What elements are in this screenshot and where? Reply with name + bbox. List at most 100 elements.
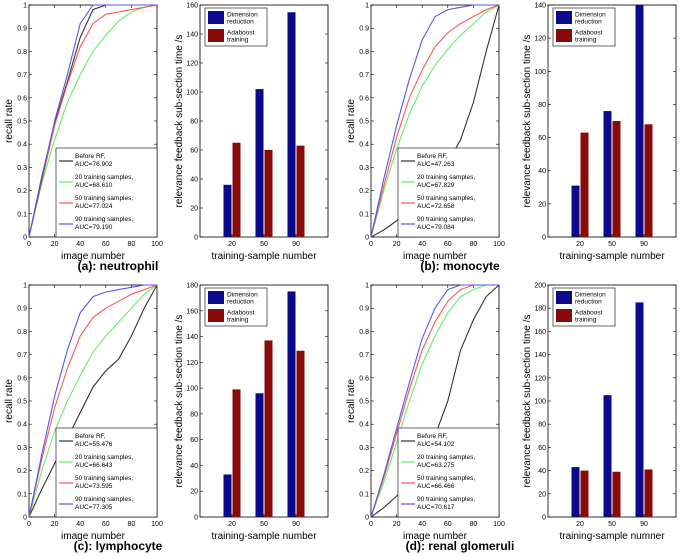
legend-auc: AUC=67.829 — [417, 182, 455, 189]
legend-label-line: training — [227, 317, 249, 324]
x-tick-label: 40 — [418, 241, 426, 248]
y-tick-label: 160 — [534, 329, 546, 336]
bar-chart-neutrophil: 0 20 40 60 80 100 120 140 160 20 50 90 training-samp… — [174, 3, 329, 262]
y-tick-label: 0.5 — [17, 119, 27, 126]
panel-caption: (c): lymphocyte — [74, 539, 163, 553]
x-axis-label: training-sample numner — [559, 531, 665, 542]
line-chart-renal-glomeruli: 0 0.1 0.2 0.3 0.4 0.5 0.6 0.7 0.8 0.9 1 0 20 40 60 80 10… — [346, 283, 514, 554]
x-tick-label: 0 — [369, 241, 373, 248]
legend-label: 90 training samples, — [417, 496, 475, 503]
y-tick-label: 80 — [190, 411, 198, 418]
legend-label-line: reduction — [227, 299, 254, 306]
bar-dimension-reduction-20 — [223, 184, 232, 237]
bar-adaboost-training-90 — [644, 469, 653, 517]
series-line-4 — [370, 4, 499, 238]
y-tick-label: 0.6 — [17, 375, 27, 382]
series-line-2 — [370, 4, 500, 238]
bar-dimension-reduction-20 — [571, 185, 580, 237]
bar-dimension-reduction-50 — [255, 89, 264, 237]
y-tick-label: 80 — [538, 102, 546, 109]
y-tick-label: 140 — [186, 32, 198, 39]
y-tick-label: 0.7 — [17, 72, 27, 79]
x-tick-label: 40 — [76, 521, 84, 528]
x-tick-label: 0 — [369, 521, 373, 528]
line-chart-lymphocyte: 0 0.1 0.2 0.3 0.4 0.5 0.6 0.7 0.8 0.9 1 0 20 40 60 80 10… — [4, 283, 163, 554]
x-axis-label: training-sample number — [559, 251, 665, 262]
y-tick-label: 40 — [538, 468, 546, 475]
x-tick-label: 60 — [444, 241, 452, 248]
bar-dimension-reduction-90 — [635, 302, 644, 517]
y-tick-label: 60 — [538, 445, 546, 452]
bar-adaboost-training-20 — [580, 132, 589, 237]
series-line-1 — [28, 284, 158, 518]
series-line-3 — [28, 4, 158, 238]
y-tick-label: 0 — [365, 235, 369, 242]
x-tick-label: 20 — [576, 241, 584, 248]
legend-auc: AUC=66.466 — [417, 483, 455, 490]
legend-label-line: Adaboost — [227, 30, 255, 37]
y-tick-label: 0 — [542, 235, 546, 242]
y-tick-label: 0.6 — [359, 375, 369, 382]
legend-auc: AUC=54.102 — [417, 441, 455, 448]
legend-label-line: training — [575, 317, 597, 324]
legend-label: Before RF, — [75, 433, 106, 440]
x-tick-label: 0 — [27, 521, 31, 528]
y-tick-label: 40 — [538, 168, 546, 175]
y-axis-label: relevance feedback sub-section time /s — [522, 315, 533, 488]
legend-label: 90 training samples, — [75, 496, 133, 503]
y-tick-label: 0.3 — [17, 445, 27, 452]
x-tick-label: 50 — [608, 241, 616, 248]
y-tick-label: 20 — [190, 206, 198, 213]
legend-label-line: Adaboost — [575, 30, 603, 37]
legend-box — [397, 147, 500, 238]
y-tick-label: 1 — [365, 3, 369, 10]
bar-chart-lymphocyte: 0 20 40 60 80 100 120 140 160 180 20 50 90 training-s… — [174, 283, 329, 542]
bar-dimension-reduction-90 — [635, 5, 644, 237]
legend-auc: AUC=77.305 — [75, 504, 113, 511]
panel-caption: (a): neutrophil — [78, 259, 159, 273]
x-tick-label: 80 — [470, 521, 478, 528]
legend-label-line: reduction — [575, 19, 602, 26]
y-tick-label: 200 — [534, 283, 546, 290]
legend-label: 50 training samples, — [417, 475, 475, 482]
legend-label-line: reduction — [575, 299, 602, 306]
legend-auc: AUC=79.084 — [417, 224, 455, 231]
legend-box — [55, 147, 158, 238]
y-tick-label: 140 — [534, 352, 546, 359]
legend-label-line: Dimension — [575, 292, 606, 299]
y-tick-label: 160 — [186, 3, 198, 10]
y-tick-label: 0.3 — [359, 165, 369, 172]
y-tick-label: 0.7 — [359, 352, 369, 359]
x-tick-label: 100 — [151, 241, 163, 248]
legend-label: 50 training samples, — [417, 195, 475, 202]
line-chart-neutrophil: 0 0.1 0.2 0.3 0.4 0.5 0.6 0.7 0.8 0.9 1 0 20 40 60 80 10… — [4, 3, 163, 274]
bar-adaboost-training-20 — [232, 142, 241, 237]
panel-caption: (b): monocyte — [420, 259, 500, 273]
y-tick-label: 0.5 — [17, 399, 27, 406]
legend-auc: AUC=66.643 — [75, 462, 113, 469]
bar-adaboost-training-20 — [580, 470, 589, 517]
x-tick-label: 20 — [51, 521, 59, 528]
bar-adaboost-training-90 — [296, 350, 305, 517]
y-tick-label: 0.5 — [359, 119, 369, 126]
y-tick-label: 180 — [534, 306, 546, 313]
y-tick-label: 0.3 — [17, 165, 27, 172]
legend-swatch — [556, 309, 572, 322]
line-chart-monocyte: 0 0.1 0.2 0.3 0.4 0.5 0.6 0.7 0.8 0.9 1 0 20 40 60 80 10… — [346, 3, 505, 274]
y-tick-label: 100 — [186, 386, 198, 393]
y-tick-label: 0 — [23, 235, 27, 242]
y-tick-label: 120 — [186, 61, 198, 68]
bar-adaboost-training-20 — [232, 389, 241, 517]
y-tick-label: 20 — [190, 489, 198, 496]
legend-auc: AUC=68.610 — [75, 182, 113, 189]
y-tick-label: 0.9 — [17, 26, 27, 33]
y-axis-label: recall rate — [4, 379, 15, 423]
bar-adaboost-training-50 — [612, 471, 621, 517]
y-tick-label: 40 — [190, 463, 198, 470]
x-tick-label: 80 — [128, 241, 136, 248]
x-tick-label: 80 — [128, 521, 136, 528]
y-tick-label: 0.7 — [17, 352, 27, 359]
y-tick-label: 0.6 — [359, 95, 369, 102]
y-tick-label: 120 — [186, 360, 198, 367]
